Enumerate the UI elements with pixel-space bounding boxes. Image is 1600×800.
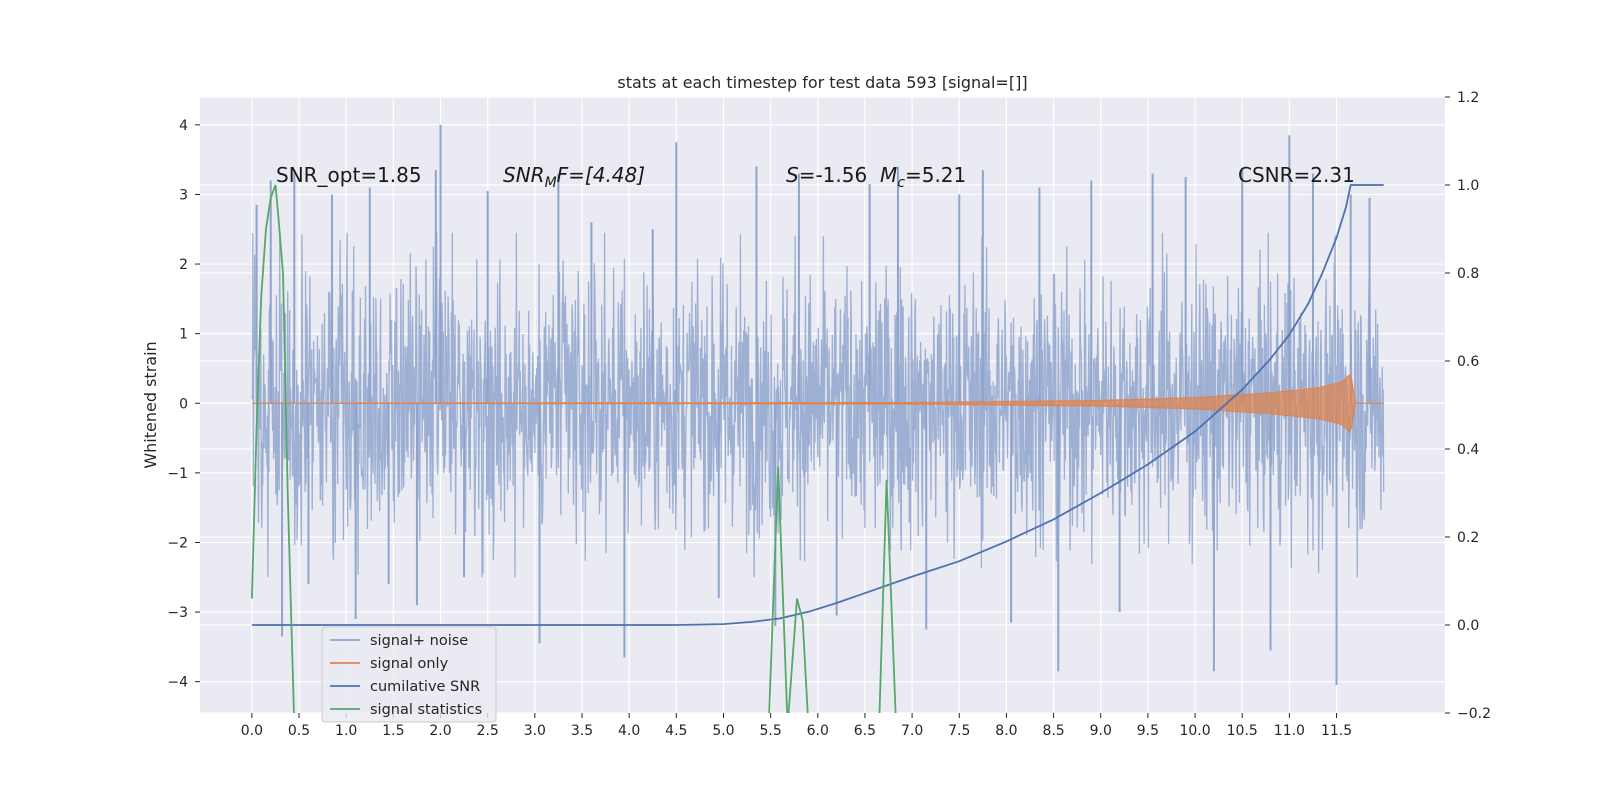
right-y-axis: 1.2 1.0 0.8 0.6 0.4 0.2 0.0 −0.2 bbox=[1445, 90, 1491, 722]
annotation-s: S=-1.56 bbox=[786, 163, 867, 187]
y-tick-label-right: 0.2 bbox=[1457, 530, 1479, 546]
y-tick-label-left: −4 bbox=[167, 675, 188, 691]
x-tick-label: 11.5 bbox=[1321, 723, 1352, 739]
x-tick-label: 4.0 bbox=[618, 723, 640, 739]
series-line-signal-statistics bbox=[251, 184, 295, 713]
x-tick-label: 9.5 bbox=[1137, 723, 1159, 739]
x-tick-label: 0.0 bbox=[241, 723, 263, 739]
y-tick-label-right: 0.6 bbox=[1457, 354, 1479, 370]
x-tick-label: 8.5 bbox=[1042, 723, 1064, 739]
y-tick-label-right: 0.0 bbox=[1457, 618, 1479, 634]
x-tick-label: 10.0 bbox=[1179, 723, 1210, 739]
x-tick-label: 0.5 bbox=[288, 723, 310, 739]
annotation-mc-label: M bbox=[880, 163, 897, 187]
annotation-snr-opt: SNR_opt=1.85 bbox=[276, 163, 422, 187]
x-tick-label: 8.0 bbox=[995, 723, 1017, 739]
x-tick-label: 2.0 bbox=[429, 723, 451, 739]
x-tick-label: 11.0 bbox=[1274, 723, 1305, 739]
x-tick-label: 7.5 bbox=[948, 723, 970, 739]
y-tick-label-left: −3 bbox=[167, 605, 188, 621]
series-line-cumilative-snr bbox=[251, 184, 1384, 626]
x-tick-label: 6.5 bbox=[854, 723, 876, 739]
series-signal-only bbox=[251, 373, 1384, 433]
x-tick-label: 7.0 bbox=[901, 723, 923, 739]
legend-label: signal only bbox=[370, 656, 449, 672]
y-tick-label-right: 0.8 bbox=[1457, 266, 1479, 282]
x-tick-label: 3.5 bbox=[571, 723, 593, 739]
signal-statistics-spike bbox=[787, 598, 809, 713]
y-tick-label-left: −2 bbox=[167, 535, 188, 551]
y-axis-label: Whitened strain bbox=[141, 341, 160, 468]
x-tick-label: 1.0 bbox=[335, 723, 357, 739]
y-tick-label-right: −0.2 bbox=[1457, 706, 1491, 722]
chart-title: stats at each timestep for test data 593… bbox=[617, 73, 1027, 92]
x-tick-label: 9.0 bbox=[1090, 723, 1112, 739]
y-tick-label-left: 1 bbox=[179, 327, 188, 343]
legend-label: signal statistics bbox=[370, 702, 482, 718]
annotation-mc-sub: c bbox=[897, 175, 905, 191]
x-tick-label: 2.5 bbox=[477, 723, 499, 739]
annotation-snr-mf-value: F=[4.48] bbox=[557, 163, 645, 187]
series-line-signal-only bbox=[251, 373, 1384, 433]
annotation-snr-mf-label: SNR bbox=[503, 163, 545, 187]
y-tick-label-left: −1 bbox=[167, 466, 188, 482]
legend-label: cumilative SNR bbox=[370, 679, 480, 695]
annotation-mc-value: =5.21 bbox=[905, 163, 966, 187]
legend-label: signal+ noise bbox=[370, 633, 468, 649]
legend: signal+ noise signal only cumilative SNR si… bbox=[321, 626, 497, 723]
x-tick-label: 4.5 bbox=[665, 723, 687, 739]
y-tick-label-left: 4 bbox=[179, 118, 188, 134]
y-tick-label-left: 2 bbox=[179, 257, 188, 273]
x-tick-label: 10.5 bbox=[1227, 723, 1258, 739]
x-tick-label: 1.5 bbox=[382, 723, 404, 739]
y-tick-label-left: 3 bbox=[179, 187, 188, 203]
left-y-axis: 4 3 2 1 0 −1 −2 −3 −4 bbox=[167, 118, 200, 691]
annotation-csnr: CSNR=2.31 bbox=[1238, 163, 1355, 187]
y-tick-label-right: 0.4 bbox=[1457, 442, 1479, 458]
annotation-s-value: =-1.56 bbox=[799, 163, 868, 187]
legend-box bbox=[321, 626, 497, 723]
x-axis: 0.0 0.5 1.0 1.5 2.0 2.5 3.0 3.5 4.0 4.5 5.0 5.5 6.0 6… bbox=[241, 713, 1352, 739]
y-tick-label-right: 1.2 bbox=[1457, 90, 1479, 106]
y-tick-label-left: 0 bbox=[179, 396, 188, 412]
annotations: SNR_opt=1.85 SNRMF=[4.48] S=-1.56 Mc=5.2… bbox=[276, 163, 1355, 191]
x-tick-label: 5.5 bbox=[759, 723, 781, 739]
series-signal-noise bbox=[251, 124, 1385, 686]
plot-area bbox=[251, 124, 1385, 713]
x-tick-label: 3.0 bbox=[524, 723, 546, 739]
annotation-snr-mf: SNRMF=[4.48] bbox=[503, 163, 645, 191]
annotation-s-label: S bbox=[786, 163, 799, 187]
series-signal-statistics bbox=[251, 184, 897, 713]
annotation-mc: Mc=5.21 bbox=[880, 163, 966, 191]
annotation-snr-mf-sub: M bbox=[545, 175, 557, 191]
signal-statistics-spike bbox=[878, 479, 897, 713]
series-cumilative-snr bbox=[251, 184, 1384, 626]
y-tick-label-right: 1.0 bbox=[1457, 178, 1479, 194]
signal-statistics-spike bbox=[768, 466, 789, 713]
x-tick-label: 5.0 bbox=[712, 723, 734, 739]
x-tick-label: 6.0 bbox=[807, 723, 829, 739]
